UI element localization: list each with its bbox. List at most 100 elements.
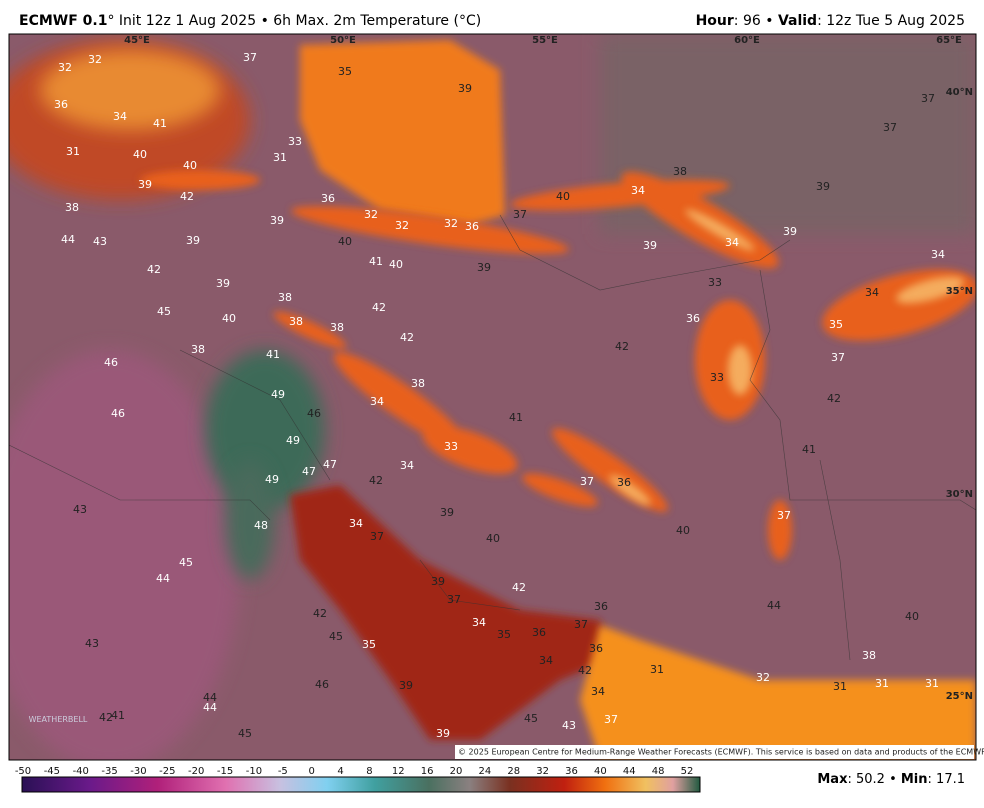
- temperature-label: 44: [156, 572, 170, 585]
- temperature-label: 35: [829, 318, 843, 331]
- lon-label: 55°E: [532, 35, 558, 46]
- temperature-label: 34: [539, 654, 553, 667]
- temperature-label: 34: [725, 236, 739, 249]
- temperature-label: 42: [180, 190, 194, 203]
- temperature-label: 40: [338, 235, 352, 248]
- temperature-label: 32: [58, 61, 72, 74]
- colorbar-tick-label: -25: [159, 766, 175, 777]
- colorbar-tick-label: 28: [507, 766, 520, 777]
- lon-label: 50°E: [330, 35, 356, 46]
- hour: : 96 •: [733, 13, 778, 29]
- temperature-label: 34: [370, 395, 384, 408]
- temperature-label: 34: [472, 616, 486, 629]
- copyright-box: [455, 745, 974, 759]
- temperature-label: 34: [591, 685, 605, 698]
- temperature-label: 40: [905, 610, 919, 623]
- temperature-label: 36: [589, 642, 603, 655]
- valid-label: Valid: [777, 13, 818, 29]
- temperature-label: 42: [99, 711, 113, 724]
- temperature-label: 33: [444, 440, 458, 453]
- temperature-label: 42: [578, 664, 592, 677]
- header: ECMWF 0.1° Init 12z 1 Aug 2025 • 6h Max.…: [0, 0, 984, 34]
- temperature-label: 42: [372, 301, 386, 314]
- temperature-label: 39: [186, 234, 200, 247]
- temperature-label: 38: [191, 343, 205, 356]
- temperature-label: 31: [650, 663, 664, 676]
- temperature-label: 34: [865, 286, 879, 299]
- temperature-label: 46: [104, 356, 118, 369]
- temperature-label: 43: [562, 719, 576, 732]
- logo: WEATHERBELL: [29, 715, 88, 724]
- colorbar-tick-label: -40: [73, 766, 89, 777]
- temperature-label: 36: [594, 600, 608, 613]
- temperature-label: 31: [273, 151, 287, 164]
- temperature-label: 47: [302, 465, 316, 478]
- temperature-label: 49: [265, 473, 279, 486]
- temperature-label: 38: [411, 377, 425, 390]
- temperature-label: 42: [827, 392, 841, 405]
- temperature-label: 40: [486, 532, 500, 545]
- colorbar-tick-label: 24: [479, 766, 492, 777]
- temperature-label: 34: [349, 517, 363, 530]
- temperature-label: 39: [436, 727, 450, 740]
- temperature-label: 41: [802, 443, 816, 456]
- temperature-label: 32: [395, 219, 409, 232]
- temperature-label: 33: [708, 276, 722, 289]
- temperature-label: 37: [777, 509, 791, 522]
- temperature-label: 46: [307, 407, 321, 420]
- temperature-label: 37: [447, 593, 461, 606]
- sep: •: [884, 772, 901, 787]
- temperature-label: 36: [532, 626, 546, 639]
- temperature-label: 45: [238, 727, 252, 740]
- temperature-label: 39: [477, 261, 491, 274]
- temperature-label: 38: [65, 201, 79, 214]
- temperature-label: 39: [216, 277, 230, 290]
- temperature-label: 42: [313, 607, 327, 620]
- temperature-label: 45: [179, 556, 193, 569]
- temperature-label: 39: [458, 82, 472, 95]
- temperature-label: 39: [783, 225, 797, 238]
- temperature-label: 34: [631, 184, 645, 197]
- temperature-label: 43: [93, 235, 107, 248]
- colorbar-tick-label: 16: [421, 766, 434, 777]
- temperature-label: 40: [222, 312, 236, 325]
- min: 17.1: [936, 772, 965, 787]
- colorbar: [21, 776, 701, 793]
- colorbar-tick-label: 40: [594, 766, 607, 777]
- temperature-label: 44: [61, 233, 75, 246]
- valid: : 12z Tue 5 Aug 2025: [817, 13, 965, 29]
- temperature-label: 42: [512, 581, 526, 594]
- temperature-label: 35: [497, 628, 511, 641]
- colorbar-tick-label: 48: [652, 766, 665, 777]
- temperature-label: 47: [323, 458, 337, 471]
- temperature-label: 44: [203, 701, 217, 714]
- lon-label: 45°E: [124, 35, 150, 46]
- temperature-label: 45: [524, 712, 538, 725]
- temperature-label: 32: [444, 217, 458, 230]
- lon-label: 60°E: [734, 35, 760, 46]
- temperature-label: 31: [833, 680, 847, 693]
- temperature-label: 38: [673, 165, 687, 178]
- temperature-label: 44: [767, 599, 781, 612]
- colorbar-tick-label: 12: [392, 766, 405, 777]
- temperature-label: 37: [580, 475, 594, 488]
- colorbar-tick-label: 52: [681, 766, 694, 777]
- temperature-label: 37: [883, 121, 897, 134]
- hour-label: Hour: [695, 13, 734, 29]
- colorbar-tick-label: 4: [337, 766, 343, 777]
- colorbar-tick-label: -30: [130, 766, 146, 777]
- colorbar-tick-label: -10: [246, 766, 262, 777]
- temperature-label: 32: [756, 671, 770, 684]
- temperature-label: 43: [85, 637, 99, 650]
- temperature-label: 41: [266, 348, 280, 361]
- temperature-label: 39: [399, 679, 413, 692]
- colorbar-tick-label: 32: [536, 766, 549, 777]
- temperature-label: 32: [364, 208, 378, 221]
- temperature-label: 41: [153, 117, 167, 130]
- temperature-label: 36: [54, 98, 68, 111]
- colorbar-tick-label: 44: [623, 766, 636, 777]
- temperature-label: 42: [400, 331, 414, 344]
- temperature-label: 39: [816, 180, 830, 193]
